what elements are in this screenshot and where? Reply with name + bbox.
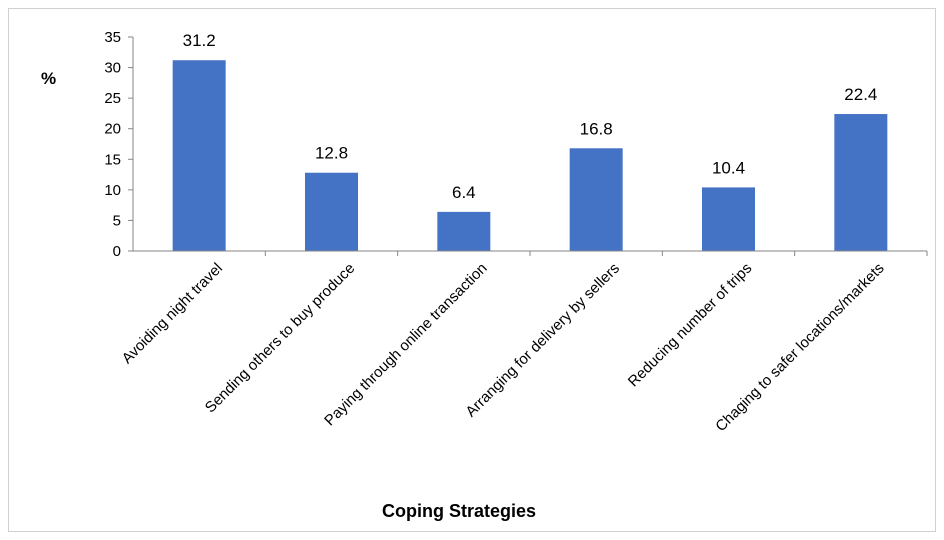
bar (305, 172, 358, 251)
bar (834, 114, 888, 251)
y-axis-label: % (41, 69, 56, 88)
bar (569, 148, 623, 251)
bars (172, 60, 888, 252)
bar (437, 211, 491, 251)
x-tick-label: Avoiding night travel (119, 260, 226, 367)
bar-value-label: 31.2 (183, 31, 216, 50)
y-tick-label: 25 (104, 90, 121, 107)
x-tick-label: Reducing number of trips (625, 260, 756, 391)
bar-value-label: 16.8 (580, 119, 613, 138)
bar (172, 60, 226, 252)
bar (702, 187, 755, 251)
x-tick-label: Sending others to buy produce (202, 260, 358, 416)
bar-value-label: 12.8 (315, 144, 348, 163)
x-tick-label: Paying through online transaction (321, 260, 490, 429)
bar-value-label: 22.4 (844, 85, 877, 104)
bar-value-label: 10.4 (712, 158, 745, 177)
y-tick-label: 20 (104, 121, 121, 138)
bar-chart: 0 5 10 15 20 25 30 35 31.2 12.8 6.4 16.8 10.4 22.4 A… (41, 29, 928, 521)
y-tick-label: 35 (104, 29, 121, 46)
y-tick-label: 15 (104, 151, 121, 168)
y-tick-label: 5 (113, 212, 121, 229)
chart-frame: 0 5 10 15 20 25 30 35 31.2 12.8 6.4 16.8 10.4 22.4 A… (8, 8, 936, 532)
y-tick-label: 10 (104, 182, 121, 199)
x-tick-label: Arranging for delivery by sellers (462, 260, 623, 421)
y-tick-label: 0 (113, 243, 121, 260)
bar-value-label: 6.4 (452, 183, 476, 202)
y-tick-label: 30 (104, 60, 121, 77)
y-axis-ticks: 0 5 10 15 20 25 30 35 (104, 29, 133, 260)
value-labels: 31.2 12.8 6.4 16.8 10.4 22.4 (183, 31, 878, 202)
x-axis-label: Coping Strategies (382, 501, 536, 521)
